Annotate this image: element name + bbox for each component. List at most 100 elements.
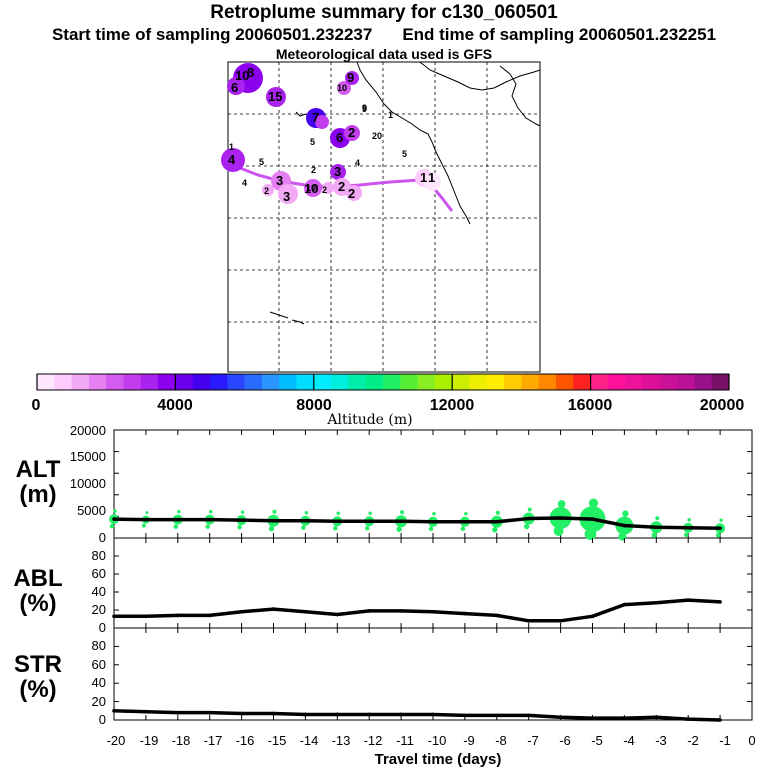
abl-data-point [526, 619, 531, 623]
abl-data-point [271, 607, 276, 611]
cluster-small-label: 4 [355, 158, 360, 168]
colorbar-swatch [538, 374, 557, 390]
colorbar-swatch [140, 374, 159, 390]
colorbar-swatch [296, 374, 315, 390]
dynamic-marks [109, 429, 753, 722]
str-y-tick-label: 80 [92, 638, 106, 653]
alt-data-point [335, 519, 340, 524]
alt-data-point [271, 518, 276, 523]
x-tick-label: -10 [428, 733, 447, 748]
colorbar-swatch [106, 374, 124, 390]
alt-y-tick-label: 5000 [77, 503, 106, 518]
str-data-point [654, 715, 659, 720]
alt-plume-blob [336, 511, 341, 516]
colorbar-tick-label: 4000 [157, 397, 193, 414]
colorbar-swatch [279, 374, 297, 390]
str-y-tick-label: 40 [92, 675, 106, 690]
x-tick-label: -5 [591, 733, 603, 748]
str-data-point [207, 710, 212, 715]
colorbar-swatch [452, 374, 470, 390]
abl-data-point [335, 612, 340, 617]
abl-data-point [654, 601, 659, 605]
cluster-marker [337, 81, 351, 95]
altitude-colorbar [36, 373, 730, 391]
colorbar-tick-label: 8000 [296, 397, 332, 414]
alt-plume-blob [173, 524, 179, 529]
cluster-marker [322, 182, 334, 194]
alt-data-point [207, 517, 212, 522]
alt-data-point [239, 518, 244, 522]
abl-data-point [207, 613, 212, 618]
colorbar-swatch [383, 374, 401, 390]
colorbar-swatch [37, 374, 55, 390]
alt-plume-blob [237, 524, 242, 530]
cluster-marker [278, 184, 298, 204]
map-graticule [228, 62, 540, 372]
cluster-label: 3 [334, 164, 341, 179]
colorbar-tick-label: 0 [32, 397, 41, 414]
abl-series-line [114, 598, 721, 623]
alt-plume-blob [524, 523, 530, 530]
alt-plume-blob [109, 523, 115, 529]
colorbar-swatch [573, 374, 592, 390]
colorbar-swatch [175, 374, 194, 390]
cluster-label: 1 [388, 110, 393, 120]
colorbar-tick-label: 12000 [430, 397, 475, 414]
colorbar-swatch [210, 374, 228, 390]
cluster-label: 3 [283, 189, 290, 204]
alt-plume-blob [304, 510, 309, 515]
cluster-label: 2 [311, 165, 316, 175]
alt-plume-blob [715, 533, 721, 538]
alt-y-tick-label: 15000 [70, 449, 106, 464]
x-tick-label: -13 [332, 733, 351, 748]
colorbar-swatch [54, 374, 73, 390]
colorbar-swatch [556, 374, 574, 390]
colorbar-swatch [625, 374, 643, 390]
abl-data-point [239, 610, 244, 614]
cluster-marker [423, 173, 441, 191]
cluster-marker [344, 125, 360, 141]
cluster-small-label: 10 [306, 183, 316, 193]
colorbar-axis-label: Altitude (m) [326, 412, 412, 428]
str-data-point [144, 709, 148, 714]
cluster-label: 20 [372, 131, 382, 141]
colorbar-swatch [607, 374, 626, 390]
cluster-marker [346, 185, 362, 201]
x-tick-label: 0 [748, 733, 755, 748]
cluster-marker [315, 115, 329, 129]
colorbar-swatch [417, 374, 436, 390]
alt-plume-blob [683, 532, 689, 537]
abl-y-tick-label: 0 [99, 620, 106, 635]
alt-plume-blob [333, 526, 338, 531]
map-panel: 10 8 6 15 10 9 9 7 6 2 20 5 4 1 3 2 1 4 … [221, 61, 541, 373]
colorbar-swatch [469, 374, 488, 390]
x-tick-label: -2 [687, 733, 699, 748]
alt-data-point [431, 520, 435, 524]
abl-data-point [303, 610, 308, 614]
alt-data-point [558, 516, 563, 520]
colorbar-swatch [123, 374, 142, 390]
alt-data-point [654, 525, 659, 529]
alt-plume-blob [205, 524, 210, 529]
abl-data-point [463, 611, 467, 616]
cluster-label: 8 [247, 65, 254, 80]
alt-label: ALT [16, 456, 61, 483]
alt-plume-blob [396, 526, 402, 532]
str-y-ticks: 0 20 40 60 80 [92, 638, 106, 727]
colorbar-swatch [504, 374, 522, 390]
cluster-marker [304, 179, 322, 197]
sampling-times: Start time of sampling 20060501.232237 En… [0, 25, 768, 45]
str-data-point [335, 712, 340, 717]
alt-data-point [463, 520, 467, 524]
x-tick-label: -12 [364, 733, 383, 748]
cluster-marker [262, 184, 274, 196]
str-unit: (%) [19, 676, 56, 703]
alt-plume-blob [622, 510, 629, 517]
str-data-point [686, 717, 690, 721]
cluster-label: 2 [348, 125, 355, 140]
abl-data-point [686, 598, 690, 602]
cluster-label: 9 [362, 104, 367, 114]
colorbar-swatch [313, 374, 332, 390]
alt-y-tick-label: 10000 [70, 476, 106, 491]
